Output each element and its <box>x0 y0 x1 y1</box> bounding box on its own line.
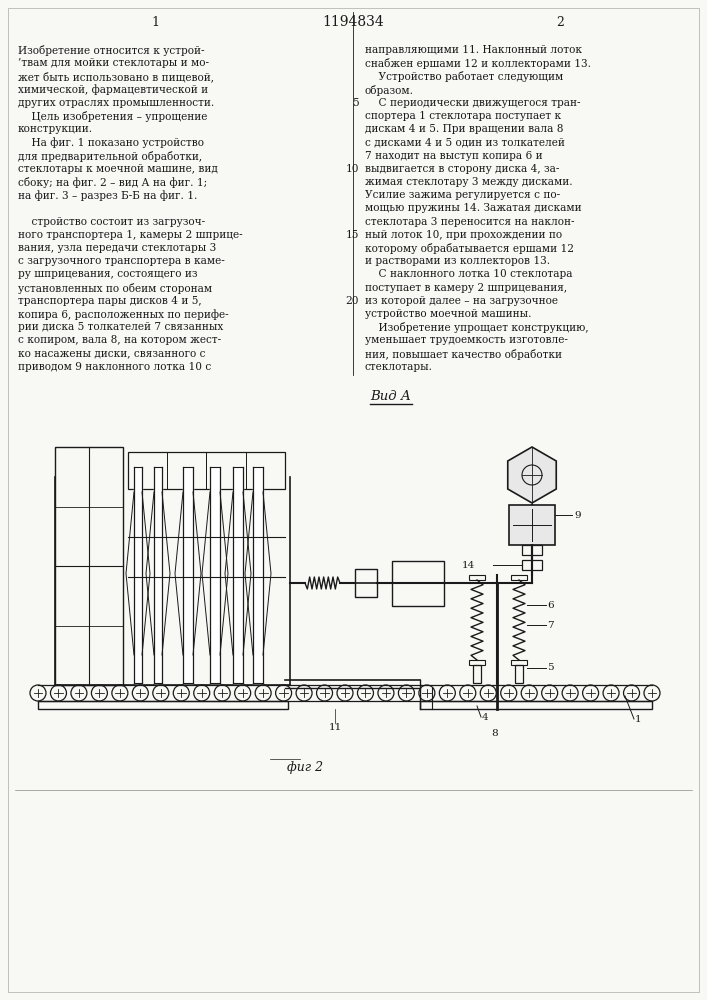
Text: 1194834: 1194834 <box>322 15 384 29</box>
Polygon shape <box>233 467 243 683</box>
Text: С наклонного лотка 10 стеклотара: С наклонного лотка 10 стеклотара <box>365 269 573 279</box>
Bar <box>392 560 444 605</box>
Text: С периодически движущегося тран-: С периодически движущегося тран- <box>365 98 580 108</box>
Polygon shape <box>210 467 220 683</box>
Text: 15: 15 <box>346 230 359 240</box>
Text: фиг 2: фиг 2 <box>287 761 323 774</box>
Text: вания, узла передачи стеклотары 3: вания, узла передачи стеклотары 3 <box>18 243 216 253</box>
Text: 8: 8 <box>491 729 498 738</box>
Bar <box>515 665 523 683</box>
Text: Изобретение упрощает конструкцию,: Изобретение упрощает конструкцию, <box>365 322 589 333</box>
Polygon shape <box>134 467 142 683</box>
Bar <box>473 665 481 683</box>
Polygon shape <box>508 447 556 503</box>
Text: которому обрабатывается ершами 12: которому обрабатывается ершами 12 <box>365 243 574 254</box>
Text: конструкции.: конструкции. <box>18 124 93 134</box>
Text: устройство моечной машины.: устройство моечной машины. <box>365 309 532 319</box>
Bar <box>38 701 288 709</box>
Text: с дисками 4 и 5 один из толкателей: с дисками 4 и 5 один из толкателей <box>365 137 565 147</box>
Text: 7: 7 <box>547 620 554 630</box>
Bar <box>511 660 527 665</box>
Bar <box>522 560 542 570</box>
Text: ру шприцевания, состоящего из: ру шприцевания, состоящего из <box>18 269 197 279</box>
Text: Изобретение относится к устрой-: Изобретение относится к устрой- <box>18 45 204 56</box>
Text: 11: 11 <box>328 723 341 732</box>
Text: 2: 2 <box>556 15 564 28</box>
Bar <box>469 575 485 580</box>
Text: 20: 20 <box>346 296 359 306</box>
Text: выдвигается в сторону диска 4, за-: выдвигается в сторону диска 4, за- <box>365 164 559 174</box>
Text: стеклотары.: стеклотары. <box>365 362 433 372</box>
Text: 5: 5 <box>547 664 554 672</box>
Text: ко насажены диски, связанного с: ко насажены диски, связанного с <box>18 349 206 359</box>
Text: 5: 5 <box>352 98 359 108</box>
Text: спортера 1 стеклотара поступает к: спортера 1 стеклотара поступает к <box>365 111 561 121</box>
Text: с загрузочного транспортера в каме-: с загрузочного транспортера в каме- <box>18 256 225 266</box>
Text: 7 находит на выступ копира 6 и: 7 находит на выступ копира 6 и <box>365 151 543 161</box>
Text: ный лоток 10, при прохождении по: ный лоток 10, при прохождении по <box>365 230 562 240</box>
Text: уменьшает трудоемкость изготовле-: уменьшает трудоемкость изготовле- <box>365 335 568 345</box>
Text: установленных по обеим сторонам: установленных по обеим сторонам <box>18 283 212 294</box>
Text: рии диска 5 толкателей 7 связанных: рии диска 5 толкателей 7 связанных <box>18 322 223 332</box>
Text: жет быть использовано в пищевой,: жет быть использовано в пищевой, <box>18 71 214 82</box>
Text: 10: 10 <box>346 164 359 174</box>
Polygon shape <box>154 467 162 683</box>
Text: поступает в камеру 2 шприцевания,: поступает в камеру 2 шприцевания, <box>365 283 567 293</box>
Text: На фиг. 1 показано устройство: На фиг. 1 показано устройство <box>18 137 204 148</box>
Text: снабжен ершами 12 и коллекторами 13.: снабжен ершами 12 и коллекторами 13. <box>365 58 591 69</box>
Text: из которой далее – на загрузочное: из которой далее – на загрузочное <box>365 296 558 306</box>
Bar <box>511 575 527 580</box>
Text: ния, повышает качество обработки: ния, повышает качество обработки <box>365 349 562 360</box>
Text: 1: 1 <box>635 714 642 724</box>
Text: других отраслях промышленности.: других отраслях промышленности. <box>18 98 214 108</box>
Text: 4: 4 <box>482 712 489 722</box>
Text: образом.: образом. <box>365 85 414 96</box>
Text: 9: 9 <box>574 510 580 520</box>
Text: химической, фармацевтической и: химической, фармацевтической и <box>18 85 208 95</box>
Text: Устройство работает следующим: Устройство работает следующим <box>365 71 563 82</box>
Text: транспортера пары дисков 4 и 5,: транспортера пары дисков 4 и 5, <box>18 296 201 306</box>
Bar <box>469 660 485 665</box>
Text: сбоку; на фиг. 2 – вид А на фиг. 1;: сбоку; на фиг. 2 – вид А на фиг. 1; <box>18 177 207 188</box>
Text: 1: 1 <box>151 15 159 28</box>
Polygon shape <box>183 467 193 683</box>
Text: приводом 9 наклонного лотка 10 с: приводом 9 наклонного лотка 10 с <box>18 362 211 372</box>
Text: Вид А: Вид А <box>370 390 411 403</box>
Bar <box>128 452 285 489</box>
Polygon shape <box>253 467 263 683</box>
Text: 14: 14 <box>462 560 475 570</box>
Text: и растворами из коллекторов 13.: и растворами из коллекторов 13. <box>365 256 550 266</box>
Bar <box>55 447 123 685</box>
Text: Усилие зажима регулируется с по-: Усилие зажима регулируется с по- <box>365 190 560 200</box>
Text: направляющими 11. Наклонный лоток: направляющими 11. Наклонный лоток <box>365 45 582 55</box>
Text: жимая стеклотару 3 между дисками.: жимая стеклотару 3 между дисками. <box>365 177 573 187</box>
Text: с копиром, вала 8, на котором жест-: с копиром, вала 8, на котором жест- <box>18 335 221 345</box>
Text: стеклотара 3 переносится на наклон-: стеклотара 3 переносится на наклон- <box>365 217 575 227</box>
Text: копира 6, расположенных по перифе-: копира 6, расположенных по перифе- <box>18 309 228 320</box>
Text: Цель изобретения – упрощение: Цель изобретения – упрощение <box>18 111 207 122</box>
Text: на фиг. 3 – разрез Б-Б на фиг. 1.: на фиг. 3 – разрез Б-Б на фиг. 1. <box>18 190 197 201</box>
Text: для предварительной обработки,: для предварительной обработки, <box>18 151 202 162</box>
Text: дискам 4 и 5. При вращении вала 8: дискам 4 и 5. При вращении вала 8 <box>365 124 563 134</box>
Bar <box>420 701 652 709</box>
Text: ного транспортера 1, камеры 2 шприце-: ного транспортера 1, камеры 2 шприце- <box>18 230 243 240</box>
Text: мощью пружины 14. Зажатая дисками: мощью пружины 14. Зажатая дисками <box>365 203 582 213</box>
Text: стеклотары к моечной машине, вид: стеклотары к моечной машине, вид <box>18 164 218 174</box>
Bar <box>509 505 555 545</box>
Bar <box>522 545 542 555</box>
Text: ’твам для мойки стеклотары и мо-: ’твам для мойки стеклотары и мо- <box>18 58 209 68</box>
Text: стройство состоит из загрузоч-: стройство состоит из загрузоч- <box>18 217 205 227</box>
Bar <box>355 569 377 597</box>
Text: 6: 6 <box>547 600 554 609</box>
